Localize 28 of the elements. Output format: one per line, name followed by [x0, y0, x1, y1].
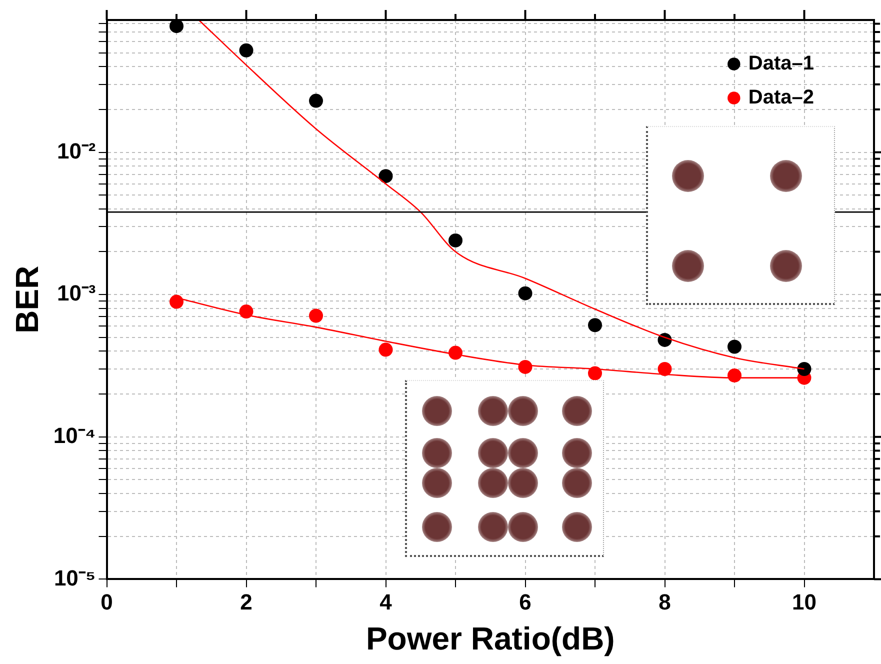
point: [588, 318, 602, 332]
point: [728, 340, 742, 354]
y-tick-label: 10⁻⁵: [54, 565, 96, 590]
point: [518, 286, 532, 300]
x-axis-title: Power Ratio(dB): [366, 620, 615, 657]
point: [588, 366, 602, 380]
x-tick-label: 0: [100, 589, 113, 614]
point: [378, 342, 393, 357]
y-tick-label: 10⁻⁴: [53, 422, 96, 448]
legend-label: Data–1: [748, 52, 814, 75]
y-tick-label: 10⁻²: [56, 138, 96, 164]
point: [239, 43, 254, 58]
x-tick-label: 10: [792, 589, 816, 614]
point: [309, 308, 323, 323]
point: [170, 20, 184, 34]
legend-label: Data–2: [748, 86, 814, 109]
point: [448, 233, 462, 248]
x-tick-label: 4: [380, 589, 393, 614]
point: [797, 362, 812, 376]
x-tick-label: 6: [519, 589, 532, 614]
y-axis-title: BER: [9, 266, 46, 334]
y-tick-label: 10⁻³: [56, 280, 96, 306]
x-tick-label: 2: [240, 589, 252, 614]
point: [658, 362, 672, 376]
point: [309, 94, 323, 108]
point: [170, 294, 184, 309]
point: [378, 169, 393, 184]
x-tick-label: 8: [658, 589, 671, 614]
